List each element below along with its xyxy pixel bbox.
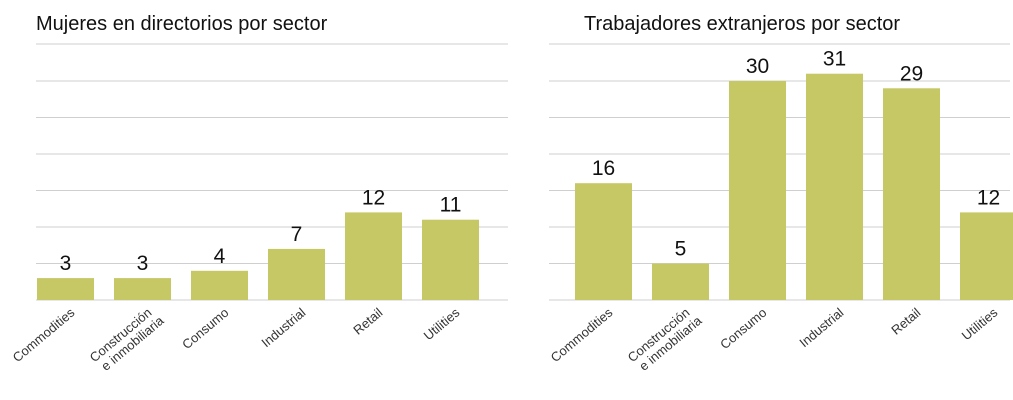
bar-retail [883,88,940,300]
chart-title: Trabajadores extranjeros por sector [584,13,900,35]
x-tick-label: Retail [350,305,385,338]
bar-consumo [191,270,248,300]
data-label: 11 [440,194,462,217]
x-tick-label: Commodities [548,304,616,365]
data-label: 31 [823,48,846,71]
x-tick-label: Industrial [258,305,308,350]
data-label: 3 [60,252,72,275]
x-tick-label: Commodities [10,304,78,365]
data-label: 30 [746,55,769,78]
x-tick-label: Construccióne inmobiliaria [625,302,705,376]
bar-commodities [575,183,632,300]
data-label: 5 [675,238,687,261]
chart-foreign-workers: Trabajadores extranjeros por sector 16 Co… [548,13,1013,376]
x-tick-label: Consumo [179,305,231,352]
bar-commodities [37,278,94,300]
x-tick-label: Utilities [421,304,463,343]
data-label: 29 [900,62,923,85]
chart-women-boards: Mujeres en directorios por sector 3 Commo… [10,13,508,376]
data-label: 12 [977,186,1000,209]
x-tick-label: Construccióne inmobiliaria [87,302,167,376]
data-label: 16 [592,157,615,180]
data-label: 3 [137,252,149,275]
x-tick-label: Industrial [796,305,846,350]
data-label: 7 [291,223,303,246]
gridlines [36,43,508,301]
bar-construcción [114,278,171,300]
bar-consumo [729,81,786,300]
x-tick-label: Consumo [717,305,769,352]
bar-industrial [268,248,325,300]
chart-title: Mujeres en directorios por sector [36,13,328,35]
bar-utilities [960,212,1013,300]
x-tick-label: Utilities [959,304,1001,343]
data-label: 4 [214,245,226,268]
bar-industrial [806,73,863,300]
data-label: 12 [362,186,385,209]
bar-retail [345,212,402,300]
x-tick-label: Retail [888,305,923,338]
bar-utilities [422,219,479,300]
bar-construcción [652,263,709,300]
